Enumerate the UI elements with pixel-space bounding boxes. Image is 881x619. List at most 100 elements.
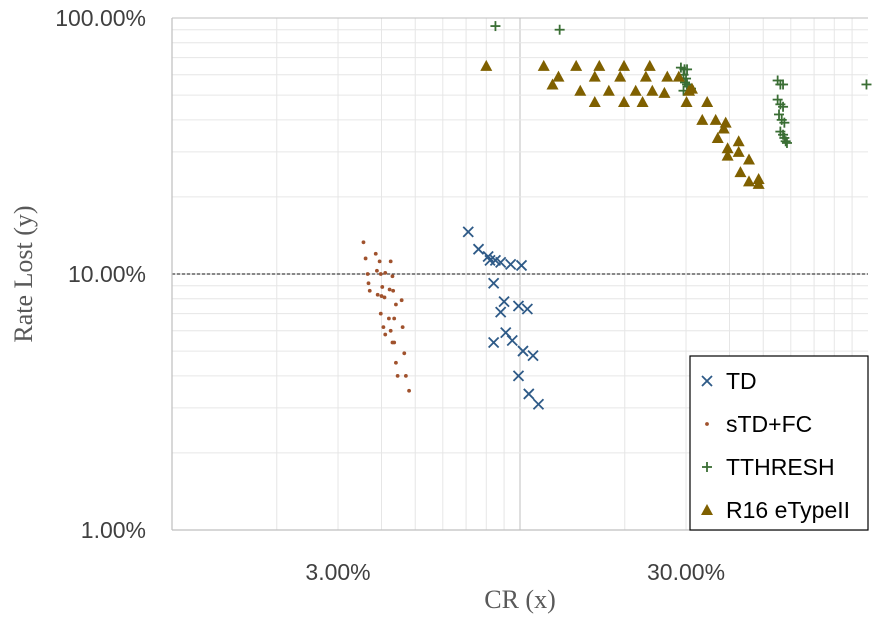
- tthresh-point: [554, 24, 565, 35]
- td-point: [500, 327, 512, 339]
- x-marker-stroke: [495, 256, 507, 269]
- x-marker-stroke: [482, 250, 494, 263]
- data-points: [361, 21, 872, 410]
- r16-etypeii-point: [618, 59, 631, 71]
- x-marker-stroke: [500, 327, 512, 339]
- legend-item-tthresh: TTHRESH: [702, 454, 835, 480]
- tthresh-point: [780, 136, 791, 147]
- r16-etypeii-point: [709, 113, 722, 125]
- std-fc-point: [380, 285, 385, 289]
- std-fc-point: [388, 328, 393, 333]
- x-marker-stroke: [532, 398, 545, 410]
- series-r16-etypeii: [480, 59, 765, 189]
- y-tick-label: 100.00%: [55, 5, 146, 31]
- td-point: [498, 295, 510, 308]
- std-fc-point: [394, 302, 398, 307]
- td-point: [512, 300, 525, 312]
- std-fc-point: [383, 332, 388, 337]
- series-std-fc: [361, 240, 411, 393]
- r16-etypeii-point: [537, 59, 550, 71]
- r16-etypeii-point: [685, 82, 698, 94]
- x-marker-stroke: [517, 345, 529, 357]
- y-axis-title: Rate Lost (y): [9, 205, 38, 342]
- r16-etypeii-point: [570, 59, 583, 71]
- r16-etypeii-point: [588, 95, 601, 107]
- r16-etypeii-point: [658, 86, 671, 98]
- r16-etypeii-point: [672, 70, 685, 82]
- x-marker-stroke: [505, 258, 517, 271]
- std-fc-point: [375, 292, 380, 297]
- td-point: [462, 226, 474, 238]
- std-fc-point: [378, 311, 383, 316]
- std-fc-point: [377, 259, 382, 264]
- legend-label: sTD+FC: [726, 411, 812, 437]
- r16-etypeii-point: [552, 70, 565, 82]
- legend-item-r16-etypeii: R16 eTypeII: [701, 497, 850, 523]
- r16-etypeii-point: [614, 70, 627, 82]
- tthresh-point: [778, 101, 789, 112]
- r16-etypeii-point: [717, 122, 730, 134]
- std-fc-point: [383, 270, 388, 275]
- x-marker-stroke: [701, 375, 713, 387]
- x-tick-label: 3.00%: [305, 559, 370, 585]
- r16-etypeii-point: [546, 78, 559, 90]
- series-td: [462, 226, 545, 410]
- td-point: [515, 259, 528, 272]
- x-marker-stroke: [523, 388, 535, 400]
- legend: TD sTD+FC TTHRESH R16 eTypeII: [689, 355, 869, 531]
- r16-etypeii-point: [646, 84, 659, 96]
- y-tick-label: 10.00%: [68, 261, 146, 287]
- std-fc-point: [382, 295, 387, 300]
- x-marker-stroke: [527, 349, 539, 362]
- r16-etypeii-point: [734, 166, 747, 178]
- tick-labels: 3.00% 30.00% 100.00% 10.00% 1.00% CR (x) Rate …: [9, 5, 725, 614]
- r16-etypeii-point: [639, 70, 652, 82]
- td-point: [506, 334, 518, 347]
- r16-etypeii-point: [696, 113, 709, 125]
- x-marker-stroke: [498, 295, 510, 308]
- legend-item-std-fc: sTD+FC: [705, 411, 812, 437]
- x-marker-stroke: [462, 226, 474, 238]
- r16-etypeii-point: [721, 142, 734, 154]
- std-fc-point: [363, 256, 368, 261]
- td-point: [527, 349, 539, 362]
- x-axis-title: CR (x): [484, 585, 556, 614]
- tthresh-point: [774, 109, 785, 120]
- td-point: [495, 306, 507, 318]
- std-fc-point: [392, 340, 397, 345]
- std-fc-point: [367, 288, 372, 293]
- legend-marker-r16-etypeii: [701, 504, 713, 515]
- td-point: [512, 370, 525, 382]
- x-marker-stroke: [489, 254, 502, 267]
- std-fc-point: [375, 268, 379, 273]
- std-fc-point: [402, 351, 407, 356]
- r16-etypeii-point: [719, 116, 732, 128]
- legend-marker-std-fc: [705, 422, 709, 426]
- r16-etypeii-point: [629, 84, 642, 96]
- r16-etypeii-point: [636, 95, 649, 107]
- std-fc-point: [386, 316, 391, 321]
- r16-etypeii-point: [588, 70, 601, 82]
- tthresh-point: [778, 79, 789, 90]
- legend-label: R16 eTypeII: [726, 497, 850, 523]
- std-fc-point: [379, 294, 384, 298]
- std-fc-point: [387, 287, 392, 292]
- r16-etypeii-point: [643, 59, 656, 71]
- td-point: [495, 256, 507, 269]
- td-point: [505, 258, 517, 271]
- x-marker-stroke: [488, 336, 500, 349]
- tthresh-point: [781, 137, 792, 148]
- r16-etypeii-point: [711, 131, 724, 143]
- r16-etypeii-point: [593, 59, 606, 71]
- legend-marker-td: [701, 375, 713, 387]
- y-tick-label: 1.00%: [81, 517, 146, 543]
- std-fc-point: [366, 281, 371, 286]
- x-marker-stroke: [488, 277, 500, 289]
- std-fc-point: [378, 272, 383, 276]
- std-fc-point: [392, 316, 397, 321]
- x-marker-stroke: [495, 306, 507, 318]
- r16-etypeii-point: [661, 70, 674, 82]
- legend-box: [689, 355, 869, 531]
- std-fc-point: [403, 373, 408, 378]
